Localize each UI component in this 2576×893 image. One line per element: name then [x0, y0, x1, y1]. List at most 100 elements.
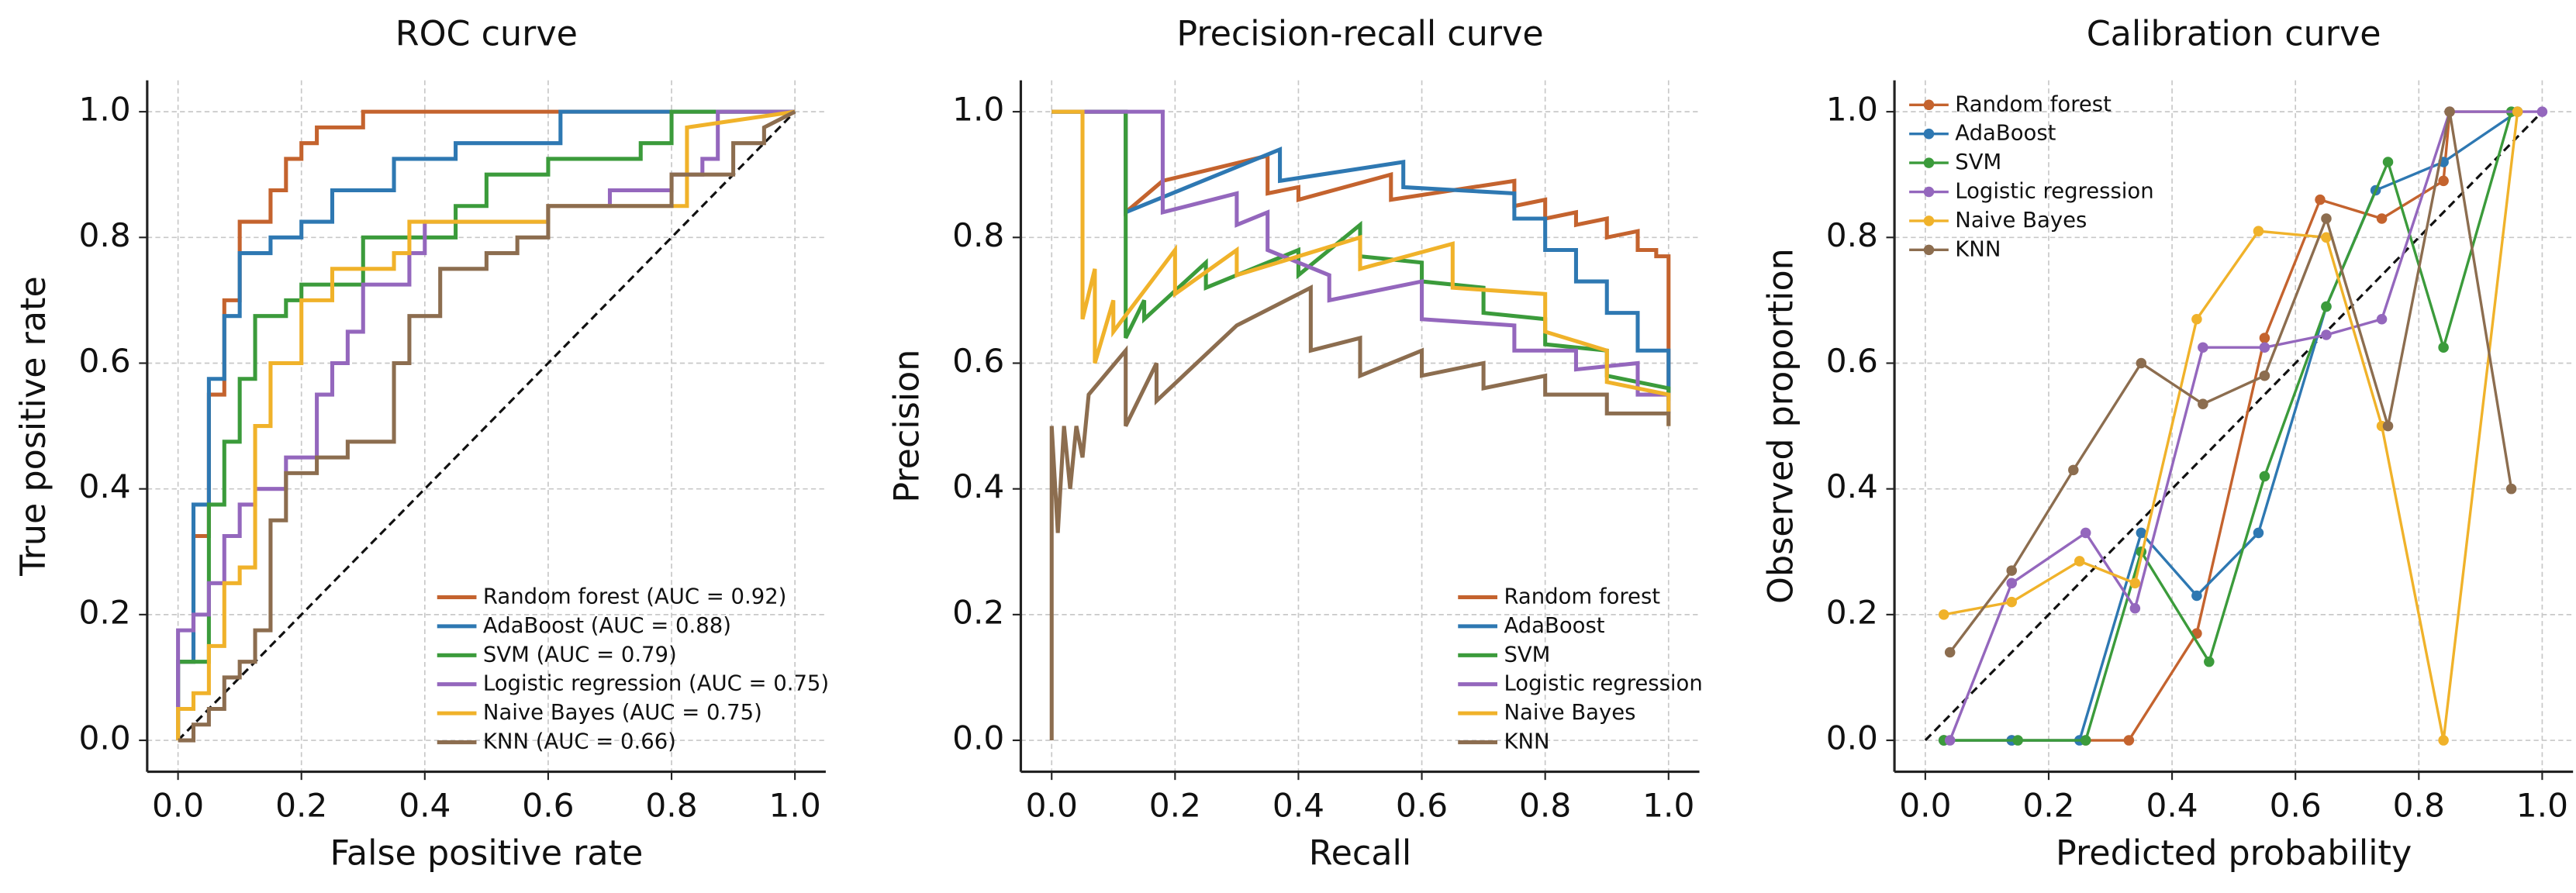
legend-label: AdaBoost [1955, 122, 2056, 146]
marker [2259, 471, 2270, 482]
legend-marker [1923, 99, 1935, 111]
x-tick-label: 1.0 [1642, 787, 1694, 825]
y-tick-label: 0.6 [952, 342, 1004, 380]
x-tick-label: 0.2 [1149, 787, 1201, 825]
series-line [176, 109, 796, 741]
legend-item: Logistic regression [1458, 672, 1703, 696]
legend-marker [1923, 215, 1935, 226]
panel: 0.0 0.2 0.4 0.6 0.8 1.0 0.0 0.2 0.4 0.6 0.8 1.0 Cali… [1761, 15, 2574, 873]
marker [2321, 213, 2332, 224]
marker [1944, 735, 1956, 746]
marker [2006, 578, 2018, 589]
y-tick-label: 0.4 [78, 467, 130, 505]
y-tick-label: 0.8 [1826, 216, 1878, 254]
x-tick-label: 0.6 [522, 787, 574, 825]
legend-item: AdaBoost [1458, 614, 1605, 638]
legend-label: Random forest [1955, 92, 2112, 116]
legend-label: Naive Bayes (AUC = 0.75) [483, 701, 762, 725]
legend-marker [1923, 157, 1935, 168]
y-tick-label: 0.4 [952, 467, 1004, 505]
marker [1944, 646, 1956, 658]
legend-item: Random forest [1458, 584, 1660, 609]
marker [2512, 106, 2523, 117]
legend-label: AdaBoost [1504, 614, 1604, 638]
legend: Random forest AdaBoost SVM Logistic regress… [1458, 584, 1703, 754]
legend-label: SVM [1504, 643, 1550, 667]
x-tick-label: 0.4 [2146, 787, 2198, 825]
y-tick-label: 1.0 [1826, 91, 1878, 129]
legend-label: Logistic regression (AUC = 0.75) [483, 672, 829, 696]
marker [2123, 735, 2135, 746]
legend-label: SVM (AUC = 0.79) [483, 643, 677, 667]
x-tick-label: 0.2 [2022, 787, 2074, 825]
y-tick-label: 0.6 [78, 342, 130, 380]
chart-title: Calibration curve [2087, 15, 2381, 54]
legend-marker [1923, 244, 1935, 256]
legend-marker [1923, 128, 1935, 140]
marker [2315, 194, 2326, 205]
y-tick-label: 0.2 [78, 593, 130, 631]
y-tick-label: 0.6 [1826, 342, 1878, 380]
marker [2129, 602, 2141, 614]
series-line [1049, 284, 1671, 741]
legend-item: Naive Bayes (AUC = 0.75) [437, 701, 762, 725]
marker [2136, 357, 2147, 369]
y-tick-label: 0.8 [78, 216, 130, 254]
y-tick-label: 0.4 [1826, 467, 1878, 505]
y-tick-label: 0.0 [78, 719, 130, 757]
chart-title: Precision-recall curve [1176, 15, 1543, 54]
marker [2253, 226, 2264, 236]
marker [2068, 464, 2079, 476]
legend-item: KNN [1458, 730, 1550, 754]
panel: 0.0 0.2 0.4 0.6 0.8 1.0 0.0 0.2 0.4 0.6 0.8 1.0 ROC … [14, 15, 829, 874]
series-line [176, 109, 796, 741]
marker [2259, 333, 2270, 343]
marker [2438, 175, 2449, 187]
legend-marker [1923, 186, 1935, 198]
series-line [1949, 111, 2513, 653]
legend-label: Random forest [1504, 584, 1660, 609]
x-axis-label: Predicted probability [2056, 833, 2412, 873]
marker [2191, 313, 2202, 325]
marker [2444, 106, 2455, 117]
marker [2198, 398, 2208, 409]
x-tick-label: 0.8 [1519, 787, 1571, 825]
marker [2321, 232, 2332, 243]
marker [2321, 301, 2332, 312]
legend-label: Naive Bayes [1955, 209, 2087, 233]
marker [2074, 556, 2085, 567]
x-tick-label: 0.8 [645, 787, 697, 825]
marker [2136, 527, 2147, 539]
legend-item: Logistic regression (AUC = 0.75) [437, 672, 829, 696]
y-axis-label: Precision [888, 350, 927, 503]
y-tick-label: 0.8 [952, 216, 1004, 254]
legend-label: KNN (AUC = 0.66) [483, 730, 676, 754]
reference-line [1924, 111, 2543, 742]
y-tick-label: 0.0 [952, 719, 1004, 757]
series-line [1051, 109, 1671, 414]
x-axis-label: Recall [1309, 833, 1411, 873]
marker [2536, 106, 2548, 117]
y-tick-label: 0.2 [952, 593, 1004, 631]
x-tick-label: 0.0 [1899, 787, 1951, 825]
legend-label: SVM [1955, 150, 2001, 174]
marker [2438, 342, 2449, 353]
legend-label: Logistic regression [1504, 672, 1702, 696]
panel: 0.0 0.2 0.4 0.6 0.8 1.0 0.0 0.2 0.4 0.6 0.8 1.0 Prec… [888, 15, 1703, 874]
marker [2259, 370, 2270, 381]
marker [2191, 590, 2202, 602]
x-tick-label: 0.6 [2270, 787, 2322, 825]
legend-item: KNN [1909, 237, 2001, 261]
legend-item: Random forest (AUC = 0.92) [437, 584, 786, 609]
marker [2382, 420, 2394, 432]
marker [2204, 656, 2215, 667]
legend-item: SVM (AUC = 0.79) [437, 643, 677, 667]
legend-item: SVM [1909, 150, 2001, 174]
marker [2012, 735, 2023, 746]
series-line [176, 109, 796, 741]
marker [2438, 735, 2449, 746]
legend-label: KNN [1504, 730, 1549, 754]
x-tick-label: 0.0 [152, 787, 204, 825]
y-tick-label: 0.0 [1826, 719, 1878, 757]
marker [2382, 157, 2394, 167]
